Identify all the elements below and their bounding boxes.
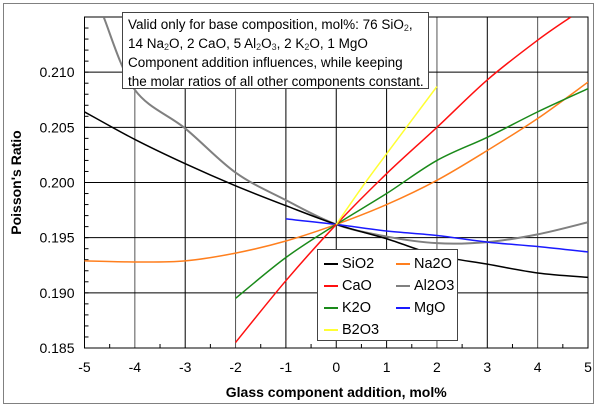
annotation-text: 3 [271, 42, 277, 52]
annotation-text: 14 Na [128, 36, 165, 51]
y-tick-label: 0.185 [39, 340, 74, 356]
x-tick-label: -4 [129, 359, 142, 375]
x-tick-label: -1 [280, 359, 293, 375]
legend-label: CaO [342, 278, 372, 294]
annotation-line: Component addition influences, while kee… [128, 53, 423, 72]
legend-item-k2o: K2O [324, 297, 396, 319]
legend-swatch [324, 285, 338, 287]
x-tick-label: 2 [433, 359, 441, 375]
series-line-cao [234, 17, 572, 343]
y-tick-label: 0.200 [39, 175, 74, 191]
annotation-text: O, 2 CaO, 5 Al [169, 36, 257, 51]
annotation-box: Valid only for base composition, mol%: 7… [122, 12, 429, 89]
y-tick-label: 0.190 [39, 285, 74, 301]
legend-label: SiO2 [342, 256, 375, 272]
annotation-text: Valid only for base composition, mol%: 7… [128, 17, 404, 32]
annotation-text: 2 [164, 42, 170, 52]
annotation-text: 2 [403, 23, 409, 33]
x-tick-label: 3 [483, 359, 491, 375]
y-tick-label: 0.205 [39, 119, 74, 135]
legend-label: B2O3 [342, 322, 380, 338]
annotation-text: , [408, 17, 413, 32]
x-tick-label: -2 [229, 359, 242, 375]
x-tick-label: 0 [332, 359, 340, 375]
x-tick-label: -5 [78, 359, 91, 375]
y-tick-label: 0.195 [39, 230, 74, 246]
legend-swatch [396, 263, 410, 265]
legend-swatch [324, 263, 338, 265]
x-tick-label: 1 [383, 359, 391, 375]
legend-item-cao: CaO [324, 275, 396, 297]
legend-item-al2o3: Al2O3 [396, 275, 462, 297]
series-line-k2o [235, 88, 588, 299]
annotation-text: Component addition influences, while kee… [128, 55, 403, 70]
annotation-line: 14 Na2O, 2 CaO, 5 Al2O3, 2 K2O, 1 MgO [128, 34, 423, 53]
annotation-text: the molar ratios of all other components… [128, 74, 424, 89]
legend-label: MgO [414, 300, 446, 316]
annotation-text: O, 1 MgO [309, 36, 368, 51]
annotation-line: the molar ratios of all other components… [128, 72, 424, 91]
legend-swatch [324, 329, 338, 331]
legend: SiO2 Na2O CaO Al2O3 K2O MgO B2O3 [317, 249, 458, 341]
chart-frame [3, 3, 594, 404]
y-axis-label: Poisson's Ratio [8, 130, 24, 234]
annotation-line: Valid only for base composition, mol%: 7… [128, 15, 423, 34]
series-line-b2o3 [335, 86, 438, 225]
legend-swatch [396, 307, 410, 309]
annotation-text: O [261, 36, 272, 51]
x-tick-label: 4 [534, 359, 542, 375]
legend-swatch [396, 285, 410, 287]
annotation-text: 2 [304, 42, 310, 52]
y-tick-label: 0.210 [39, 64, 74, 80]
x-tick-label: 5 [584, 359, 592, 375]
legend-item-b2o3: B2O3 [324, 319, 396, 341]
annotation-text: 2 [256, 42, 262, 52]
legend-label: Al2O3 [414, 278, 455, 294]
legend-item-sio2: SiO2 [324, 253, 396, 275]
legend-swatch [324, 307, 338, 309]
legend-item-na2o: Na2O [396, 253, 462, 275]
legend-label: Na2O [414, 256, 452, 272]
x-axis-label: Glass component addition, mol% [226, 384, 447, 400]
legend-item-mgo: MgO [396, 297, 462, 319]
annotation-text: , 2 K [276, 36, 305, 51]
x-tick-label: -3 [179, 359, 192, 375]
legend-label: K2O [342, 300, 372, 316]
